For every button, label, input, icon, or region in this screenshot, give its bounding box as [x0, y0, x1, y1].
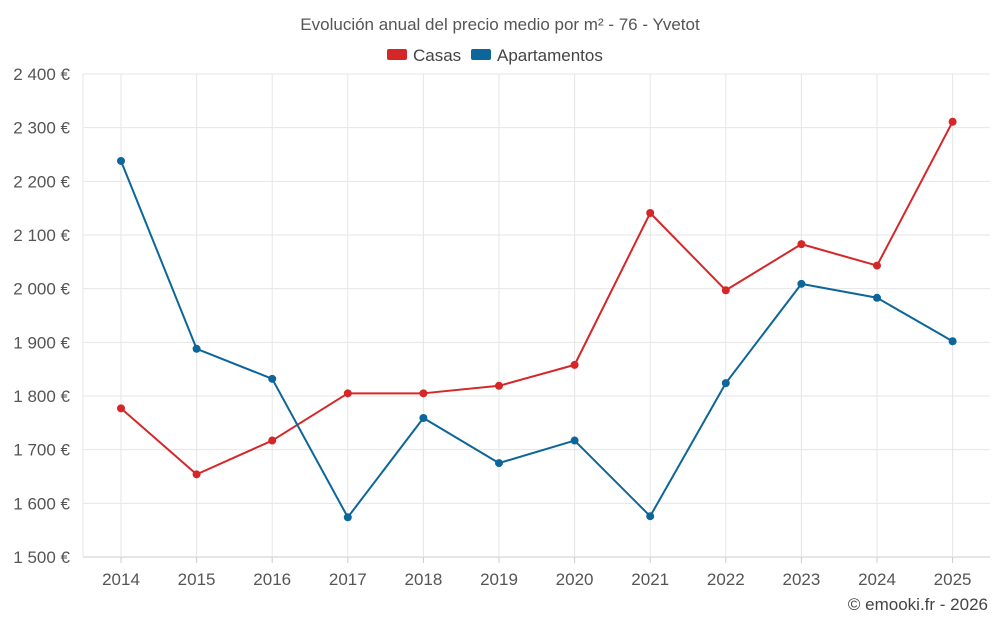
x-tick-label: 2017 [329, 570, 367, 589]
data-point-apartamentos[interactable] [419, 414, 428, 423]
data-point-apartamentos[interactable] [343, 513, 352, 522]
legend: Casas Apartamentos [387, 46, 603, 65]
data-point-casas[interactable] [268, 436, 277, 445]
data-point-casas[interactable] [646, 208, 655, 217]
x-tick-label: 2016 [253, 570, 291, 589]
legend-swatch-apartamentos[interactable] [471, 49, 491, 60]
data-point-apartamentos[interactable] [570, 436, 579, 445]
y-tick-label: 1 500 € [13, 548, 70, 567]
x-tick-label: 2020 [556, 570, 594, 589]
legend-label-apartamentos[interactable]: Apartamentos [497, 46, 603, 65]
x-tick-label: 2024 [858, 570, 896, 589]
y-tick-label: 2 300 € [13, 119, 70, 138]
legend-swatch-casas[interactable] [387, 49, 407, 60]
x-tick-label: 2023 [782, 570, 820, 589]
data-point-apartamentos[interactable] [646, 512, 655, 521]
data-point-apartamentos[interactable] [268, 374, 277, 383]
data-point-apartamentos[interactable] [117, 156, 125, 165]
y-tick-label: 1 800 € [13, 387, 70, 406]
data-point-apartamentos[interactable] [797, 279, 806, 288]
data-point-casas[interactable] [948, 117, 957, 126]
data-point-casas[interactable] [495, 381, 503, 390]
data-point-casas[interactable] [797, 240, 806, 249]
data-point-casas[interactable] [192, 470, 201, 479]
data-point-casas[interactable] [570, 360, 579, 369]
y-tick-label: 2 400 € [13, 65, 70, 84]
series-line-apartamentos [120, 160, 954, 519]
y-tick-label: 1 600 € [13, 494, 70, 513]
x-tick-label: 2018 [404, 570, 442, 589]
credit-text: © emooki.fr - 2026 [848, 595, 988, 614]
chart-title: Evolución anual del precio medio por m² … [300, 15, 700, 34]
series-lines [117, 117, 957, 522]
data-point-casas[interactable] [343, 389, 352, 398]
data-point-casas[interactable] [721, 286, 730, 295]
x-tick-label: 2022 [707, 570, 745, 589]
data-point-casas[interactable] [117, 404, 125, 413]
x-tick-label: 2021 [631, 570, 669, 589]
data-point-casas[interactable] [419, 389, 428, 398]
data-point-apartamentos[interactable] [873, 293, 881, 302]
x-tick-label: 2014 [102, 570, 140, 589]
legend-label-casas[interactable]: Casas [413, 46, 461, 65]
y-tick-label: 2 200 € [13, 172, 70, 191]
y-tick-label: 2 100 € [13, 226, 70, 245]
data-point-casas[interactable] [873, 261, 881, 270]
axes: 1 500 € 1 600 € 1 700 € 1 800 € 1 900 € 2 000… [13, 65, 971, 589]
x-tick-label: 2025 [934, 570, 972, 589]
y-tick-label: 1 900 € [13, 333, 70, 352]
x-tick-label: 2015 [178, 570, 216, 589]
x-tick-label: 2019 [480, 570, 518, 589]
y-tick-label: 2 000 € [13, 280, 70, 299]
series-line-casas [120, 121, 954, 476]
grid [82, 73, 990, 558]
data-point-apartamentos[interactable] [948, 337, 957, 346]
data-point-apartamentos[interactable] [721, 379, 730, 388]
data-point-apartamentos[interactable] [192, 344, 201, 353]
y-tick-label: 1 700 € [13, 441, 70, 460]
data-point-apartamentos[interactable] [495, 459, 503, 468]
